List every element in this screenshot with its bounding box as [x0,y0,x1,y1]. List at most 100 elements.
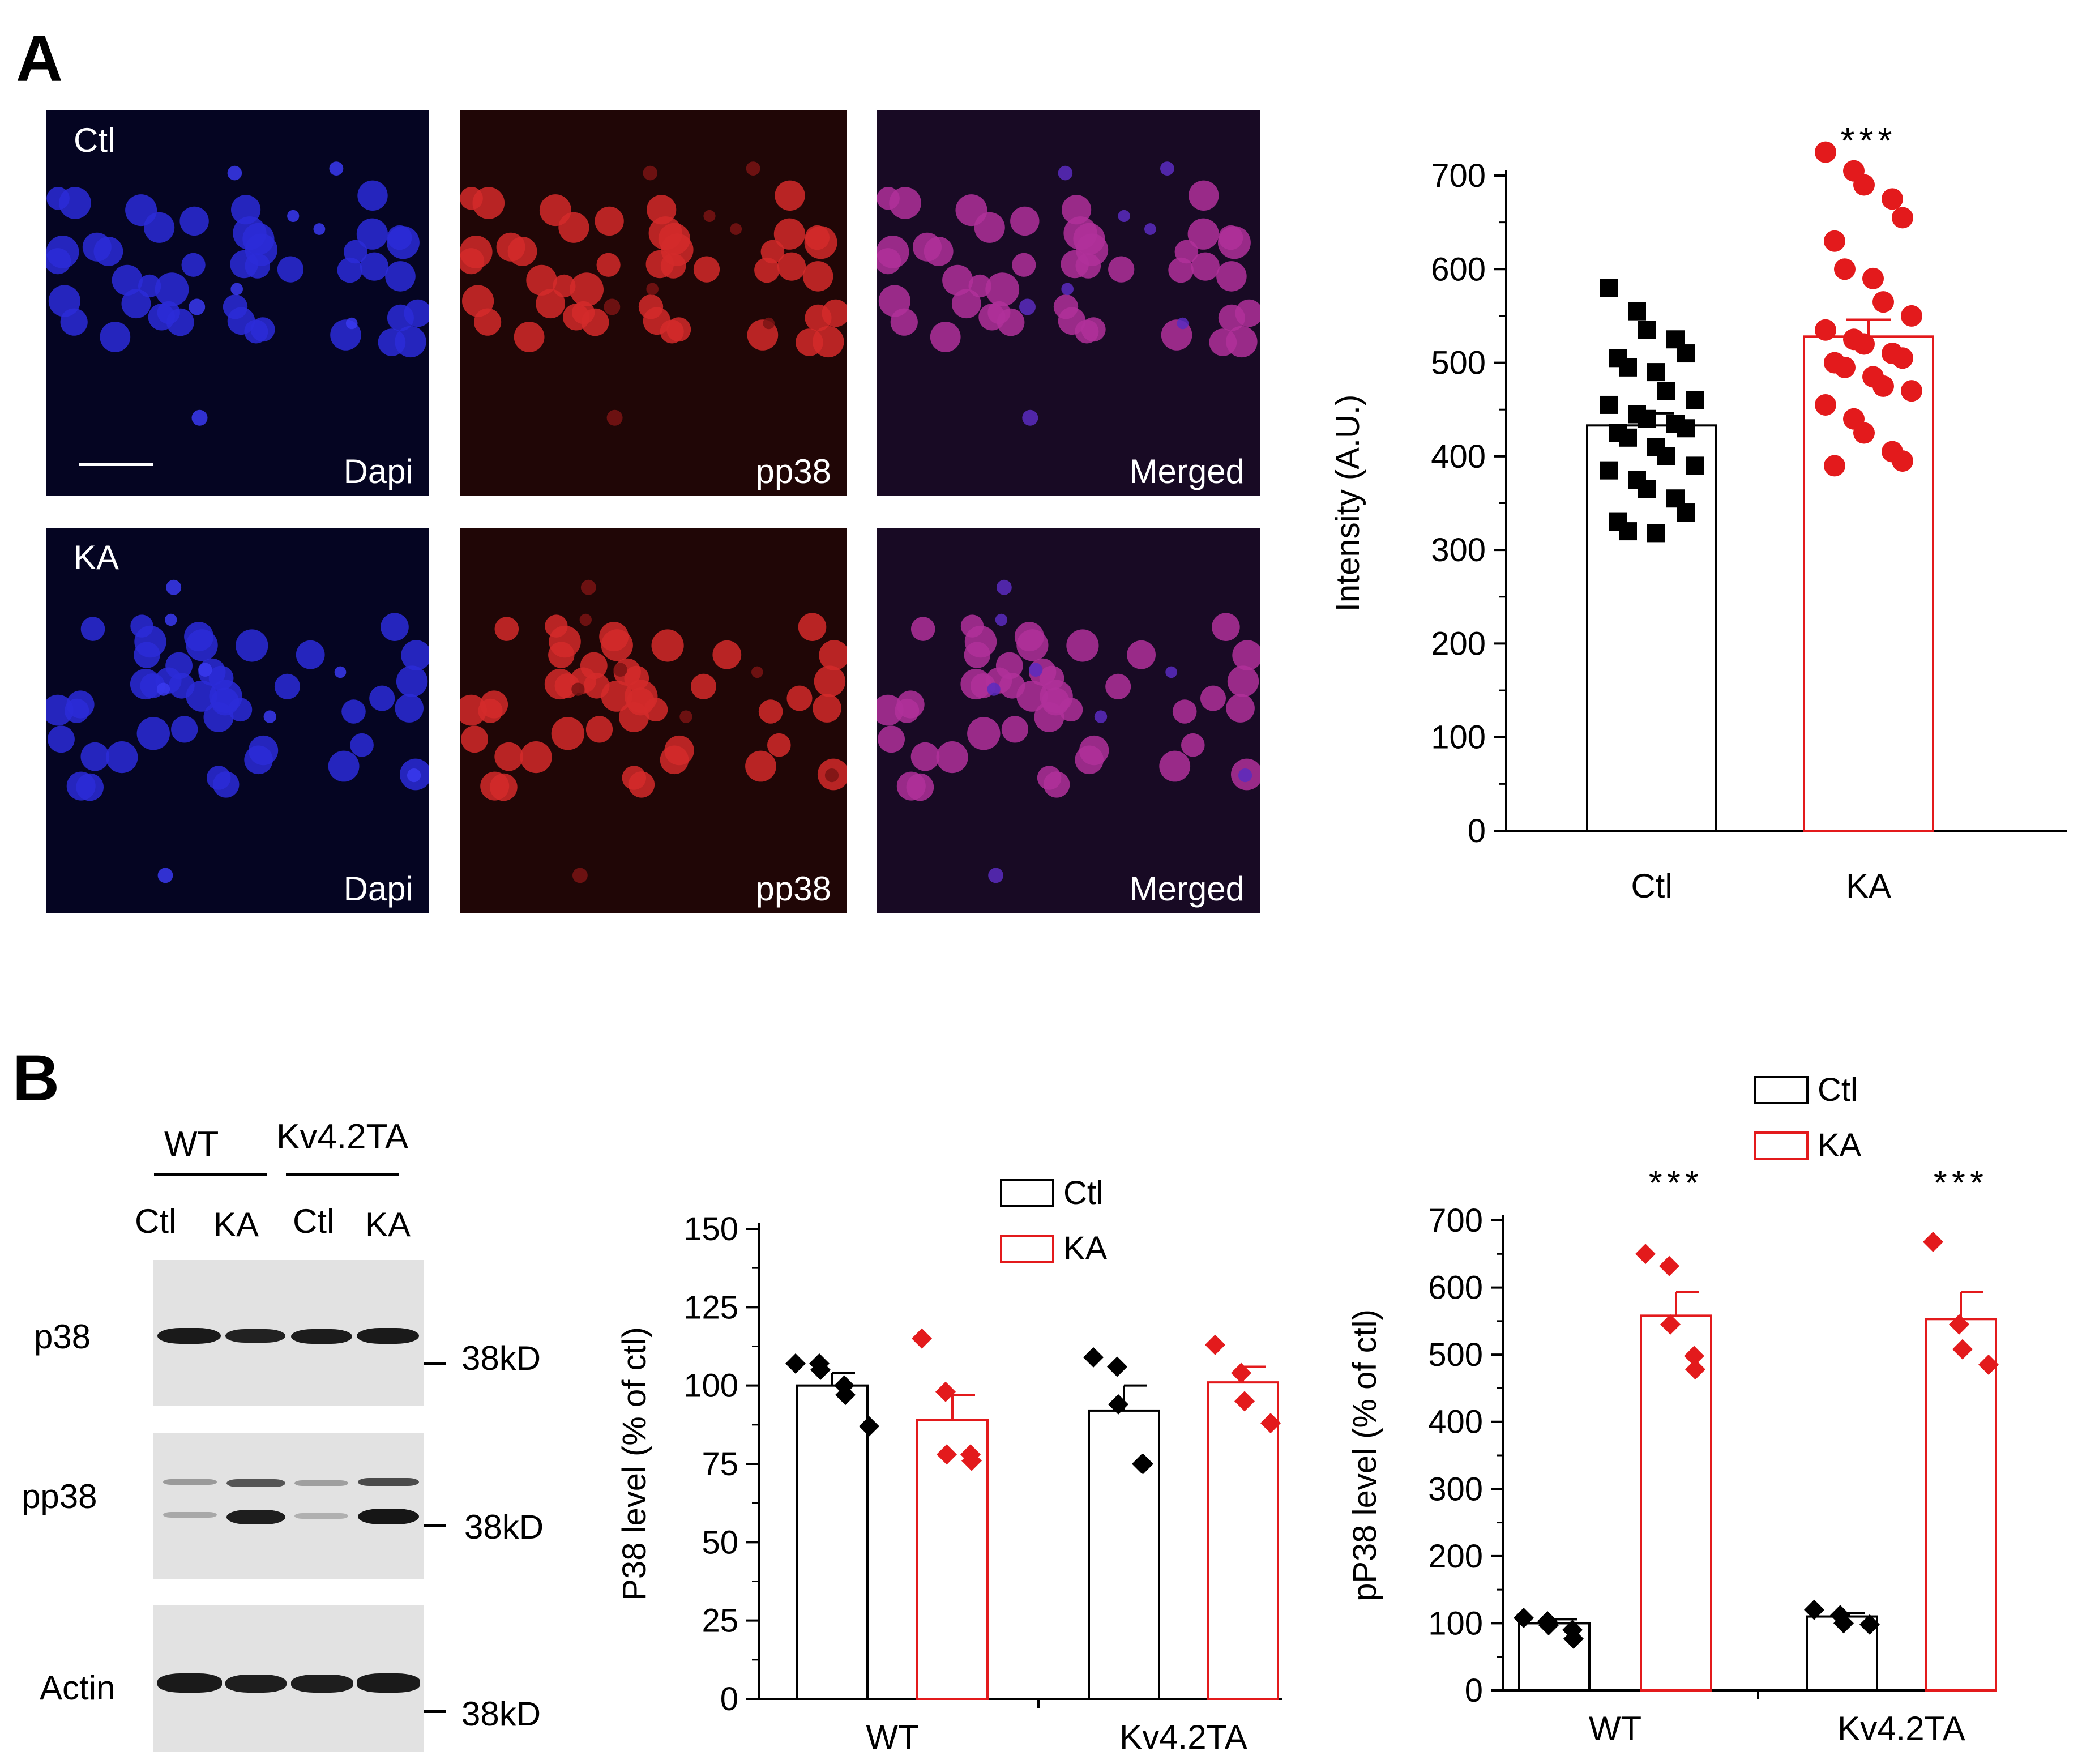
channel-label: Dapi [343,870,413,908]
nucleus [82,232,112,262]
nucleus [666,317,691,342]
nucleus [1232,640,1260,670]
nucleus [906,773,934,801]
data-point [1952,1339,1973,1360]
nucleus [802,261,833,292]
data-point [1619,428,1637,447]
y-tick-label: 100 [683,1368,738,1404]
significance-marker: *** [1934,1164,1988,1203]
nucleus [638,294,664,319]
nucleus [646,283,659,296]
nucleus [171,716,198,743]
nucleus [165,652,193,680]
nucleus [579,613,592,626]
nucleus [165,613,177,626]
nucleus [985,272,1020,306]
band [358,1509,419,1524]
marker-label-pp38: 38kD [464,1508,544,1546]
nucleus [1058,165,1073,181]
nucleus [156,682,170,696]
nucleus [773,218,805,250]
data-point [1619,358,1637,377]
nucleus [242,223,275,255]
nucleus [157,868,173,883]
blot-p38 [153,1260,424,1406]
nucleus [184,622,214,652]
micrograph-ctl-pp38: pp38 [460,110,847,496]
nucleus [460,187,483,210]
data-point [1514,1607,1534,1628]
nucleus [490,773,518,801]
nucleus [106,741,138,774]
nucleus [1181,733,1205,757]
data-point [1834,258,1856,280]
nucleus [964,642,990,668]
nucleus [236,629,268,662]
nucleus [396,665,428,697]
bar-kv42ta-ka [1207,1381,1279,1700]
nucleus [658,223,690,255]
nucleus [1189,180,1219,211]
y-tick-label: 0 [1468,813,1486,849]
band [163,1479,217,1485]
data-point [810,1360,831,1380]
cell-field [877,579,1260,883]
nucleus [121,289,151,319]
nucleus [1218,225,1243,250]
micrograph-ka-merged: Merged [877,528,1260,913]
nucleus [942,264,973,296]
nucleus [401,640,429,670]
legend-swatch-ka [1754,1131,1809,1160]
nucleus [754,257,780,283]
data-point [1107,1356,1127,1377]
data-point [1660,1314,1681,1335]
nucleus [951,289,981,319]
nucleus [462,285,494,317]
nucleus [613,663,627,677]
data-point [1538,1614,1559,1635]
nucleus [1010,206,1040,236]
data-point [1234,1391,1255,1412]
nucleus [1029,663,1043,677]
data-point [1638,409,1656,428]
nucleus [198,663,212,677]
nucleus [480,690,508,719]
nucleus [460,236,493,268]
nucleus [337,257,363,283]
nucleus [277,256,303,283]
nucleus [730,223,742,235]
band [157,1673,222,1693]
y-tick-label: 75 [702,1446,738,1483]
nucleus [553,274,576,298]
legend-swatch-ctl [1000,1179,1054,1207]
nucleus [1187,218,1219,250]
nucleus [1034,702,1064,732]
group-label-wt: WT [164,1125,219,1164]
y-tick-label: 300 [1428,1471,1483,1507]
nucleus [1226,326,1258,358]
nucleus [1127,640,1156,669]
data-point [1657,382,1675,400]
scale-bar [79,463,153,466]
nucleus [223,294,248,319]
nucleus [494,617,519,641]
cell-field [46,161,429,426]
nucleus [746,161,760,176]
data-point [1205,1334,1225,1355]
nucleus [814,665,846,697]
nucleus [877,694,904,726]
data-point [1923,1231,1943,1252]
nucleus [786,685,813,711]
nucleus [585,716,613,743]
data-point [1563,1628,1584,1649]
x-tick-label: WT [1589,1710,1641,1748]
nucleus [130,668,161,700]
data-point [961,1450,982,1471]
nucleus [1066,629,1099,662]
channel-label: Merged [1129,452,1245,490]
band [291,1329,352,1344]
nucleus [130,614,153,638]
lane-label-4: KA [365,1206,411,1244]
nucleus [997,579,1012,595]
nucleus [544,668,575,700]
